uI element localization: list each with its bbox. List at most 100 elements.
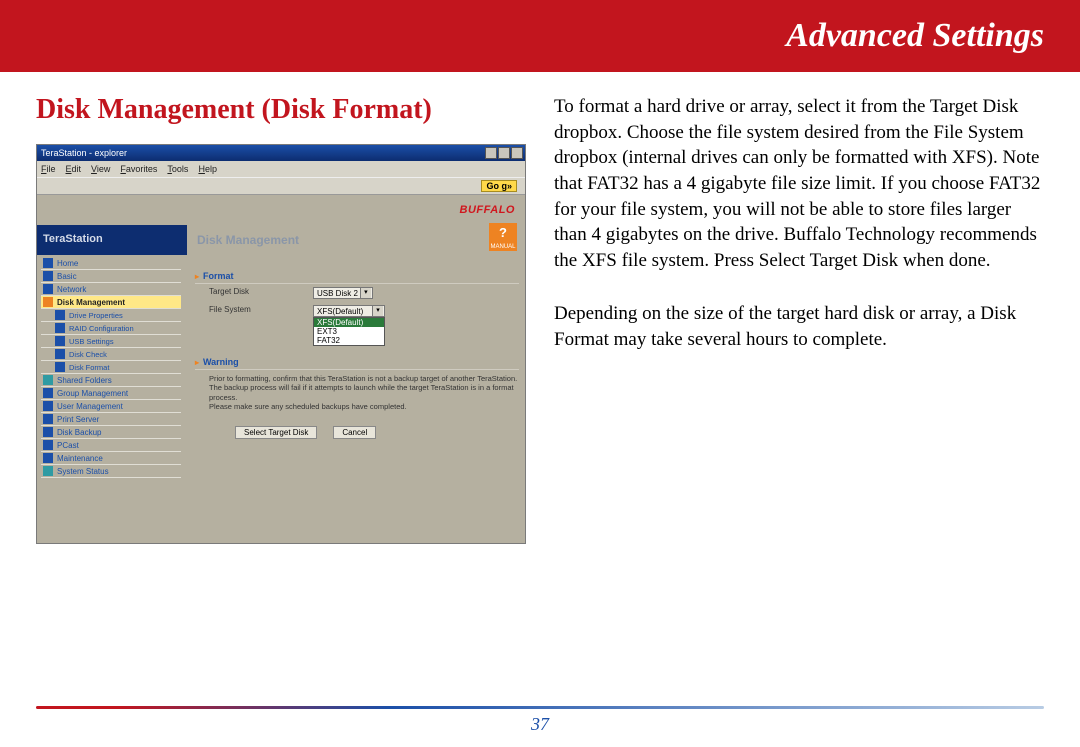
warning-heading: Warning bbox=[195, 355, 519, 370]
right-column: To format a hard drive or array, select … bbox=[554, 94, 1044, 544]
toolbar: Go g» bbox=[37, 177, 525, 195]
row-file-system: File System XFS(Default) XFS(Default) EX… bbox=[195, 302, 519, 349]
sidebar-item-label: Basic bbox=[57, 272, 77, 281]
sidebar-item[interactable]: Maintenance bbox=[41, 452, 181, 465]
file-system-select[interactable]: XFS(Default) bbox=[313, 305, 385, 317]
fs-option-fat32[interactable]: FAT32 bbox=[314, 336, 384, 345]
file-system-options[interactable]: XFS(Default) EXT3 FAT32 bbox=[313, 317, 385, 346]
paragraph-2: Depending on the size of the target hard… bbox=[554, 301, 1044, 352]
minimize-icon[interactable] bbox=[485, 147, 497, 159]
sidebar-item-label: RAID Configuration bbox=[69, 324, 134, 333]
nav-icon bbox=[55, 349, 65, 359]
close-icon[interactable] bbox=[511, 147, 523, 159]
file-system-label: File System bbox=[209, 305, 305, 314]
header-title: Advanced Settings bbox=[786, 17, 1044, 55]
footer-rule bbox=[36, 706, 1044, 709]
nav-icon bbox=[43, 271, 53, 281]
sidebar-item-label: Maintenance bbox=[57, 454, 103, 463]
sidebar-item[interactable]: Basic bbox=[41, 270, 181, 283]
sidebar-item-label: Disk Management bbox=[57, 298, 125, 307]
sidebar-item-label: User Management bbox=[57, 402, 123, 411]
go-button[interactable]: Go g» bbox=[481, 180, 517, 192]
nav-icon bbox=[43, 453, 53, 463]
nav-icon bbox=[43, 466, 53, 476]
sidebar-item-label: Network bbox=[57, 285, 86, 294]
menu-file[interactable]: File bbox=[41, 164, 56, 174]
sidebar-item[interactable]: Print Server bbox=[41, 413, 181, 426]
section-title: Disk Management (Disk Format) bbox=[36, 94, 526, 126]
warning-line-3: Please make sure any scheduled backups h… bbox=[209, 402, 519, 411]
sidebar-item-label: System Status bbox=[57, 467, 109, 476]
brand-logo: BUFFALO bbox=[460, 204, 515, 216]
window-title: TeraStation - explorer bbox=[41, 148, 127, 158]
content: Disk Management (Disk Format) TeraStatio… bbox=[0, 72, 1080, 544]
sidebar-item-label: Disk Format bbox=[69, 363, 109, 372]
nav-icon bbox=[43, 388, 53, 398]
menu-favorites[interactable]: Favorites bbox=[120, 164, 157, 174]
page-number: 37 bbox=[0, 714, 1080, 735]
sidebar-item[interactable]: Disk Management bbox=[41, 296, 181, 309]
menu-edit[interactable]: Edit bbox=[66, 164, 82, 174]
nav-icon bbox=[43, 375, 53, 385]
sidebar: Home Basic Network Disk Management Drive Pro… bbox=[41, 257, 181, 478]
sidebar-item-label: Print Server bbox=[57, 415, 99, 424]
main-panel: Format Target Disk USB Disk 2 File Syste… bbox=[195, 263, 519, 439]
sidebar-item-label: Disk Check bbox=[69, 350, 107, 359]
sidebar-item[interactable]: Drive Properties bbox=[41, 309, 181, 322]
sidebar-item[interactable]: Network bbox=[41, 283, 181, 296]
sidebar-item[interactable]: System Status bbox=[41, 465, 181, 478]
nav-icon bbox=[43, 284, 53, 294]
sidebar-item-label: USB Settings bbox=[69, 337, 114, 346]
sidebar-item-label: Drive Properties bbox=[69, 311, 123, 320]
nav-icon bbox=[43, 440, 53, 450]
manual-label: MANUAL bbox=[490, 244, 515, 250]
screenshot-window: TeraStation - explorer File Edit View Fa… bbox=[36, 144, 526, 544]
sidebar-item[interactable]: Group Management bbox=[41, 387, 181, 400]
format-heading: Format bbox=[195, 269, 519, 284]
nav-icon bbox=[55, 310, 65, 320]
menu-tools[interactable]: Tools bbox=[167, 164, 188, 174]
window-titlebar: TeraStation - explorer bbox=[37, 145, 525, 161]
target-disk-label: Target Disk bbox=[209, 287, 305, 296]
header-bar: Advanced Settings bbox=[0, 0, 1080, 72]
nav-icon bbox=[55, 323, 65, 333]
menu-view[interactable]: View bbox=[91, 164, 110, 174]
brand-strip: BUFFALO bbox=[37, 195, 525, 225]
warning-line-2: The backup process will fail if it attem… bbox=[209, 383, 519, 402]
product-band: TeraStation bbox=[37, 225, 187, 255]
sidebar-item-label: Home bbox=[57, 259, 78, 268]
sidebar-item-label: PCast bbox=[57, 441, 79, 450]
fs-option-xfs[interactable]: XFS(Default) bbox=[314, 318, 384, 327]
sidebar-item-label: Disk Backup bbox=[57, 428, 101, 437]
nav-icon bbox=[55, 336, 65, 346]
nav-icon bbox=[43, 401, 53, 411]
sidebar-item[interactable]: RAID Configuration bbox=[41, 322, 181, 335]
sidebar-item[interactable]: Disk Format bbox=[41, 361, 181, 374]
left-column: Disk Management (Disk Format) TeraStatio… bbox=[36, 94, 526, 544]
nav-icon bbox=[43, 427, 53, 437]
warning-text: Prior to formatting, confirm that this T… bbox=[195, 370, 519, 416]
nav-icon bbox=[43, 297, 53, 307]
sidebar-item[interactable]: Disk Backup bbox=[41, 426, 181, 439]
manual-badge[interactable]: MANUAL bbox=[489, 223, 517, 251]
fs-option-ext3[interactable]: EXT3 bbox=[314, 327, 384, 336]
button-row: Select Target Disk Cancel bbox=[195, 426, 519, 439]
sidebar-item[interactable]: PCast bbox=[41, 439, 181, 452]
sidebar-item[interactable]: USB Settings bbox=[41, 335, 181, 348]
sidebar-item-label: Group Management bbox=[57, 389, 128, 398]
sidebar-item[interactable]: User Management bbox=[41, 400, 181, 413]
sidebar-item[interactable]: Home bbox=[41, 257, 181, 270]
file-system-select-group[interactable]: XFS(Default) XFS(Default) EXT3 FAT32 bbox=[313, 305, 385, 346]
maximize-icon[interactable] bbox=[498, 147, 510, 159]
menu-help[interactable]: Help bbox=[198, 164, 217, 174]
menu-bar[interactable]: File Edit View Favorites Tools Help bbox=[37, 161, 525, 177]
sidebar-item[interactable]: Disk Check bbox=[41, 348, 181, 361]
sidebar-item-label: Shared Folders bbox=[57, 376, 112, 385]
cancel-button[interactable]: Cancel bbox=[333, 426, 376, 439]
target-disk-select[interactable]: USB Disk 2 bbox=[313, 287, 373, 299]
warning-line-1: Prior to formatting, confirm that this T… bbox=[209, 374, 519, 383]
select-target-disk-button[interactable]: Select Target Disk bbox=[235, 426, 317, 439]
sidebar-item[interactable]: Shared Folders bbox=[41, 374, 181, 387]
nav-icon bbox=[55, 362, 65, 372]
window-controls[interactable] bbox=[485, 147, 523, 159]
